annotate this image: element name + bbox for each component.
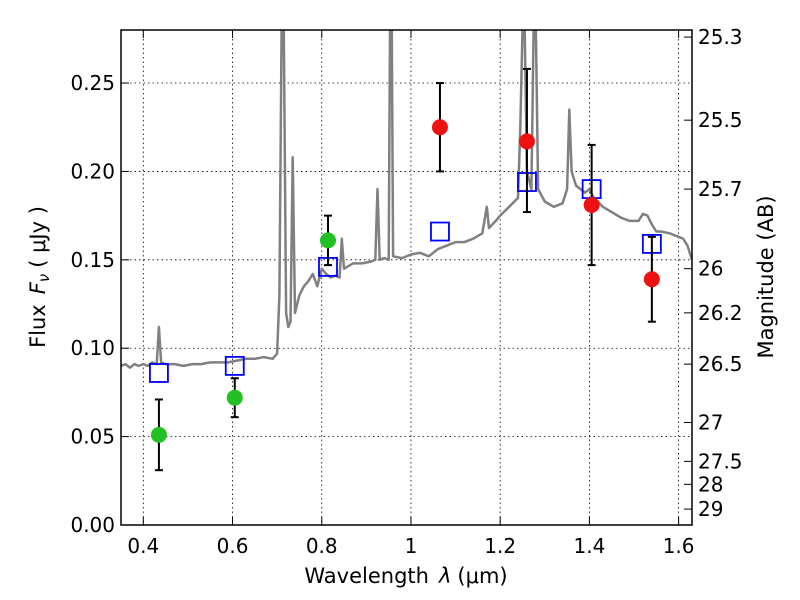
observed-nir-point xyxy=(583,197,600,214)
y2-tick-label: 25.7 xyxy=(698,177,743,201)
y2-tick-label: 29 xyxy=(698,497,723,521)
observed-optical-point xyxy=(150,426,167,443)
x-tick-label: 1.6 xyxy=(663,534,695,558)
spectrum-line xyxy=(121,30,692,369)
y2-tick-label: 26 xyxy=(698,257,723,281)
y-tick-label: 0.05 xyxy=(70,425,115,449)
x-tick-label: 0.4 xyxy=(127,534,159,558)
observed-points-series xyxy=(150,119,660,443)
grid-lines xyxy=(121,30,692,526)
x-axis-label: Wavelength λ (μm) xyxy=(304,564,507,588)
y2-tick-label: 27.5 xyxy=(698,449,743,473)
y-tick-label: 0.15 xyxy=(70,248,115,272)
observed-nir-point xyxy=(431,119,448,136)
y-tick-label: 0.10 xyxy=(70,336,115,360)
observed-optical-point xyxy=(319,232,336,249)
y2-tick-label: 26.2 xyxy=(698,301,743,325)
x-tick-label: 1.4 xyxy=(573,534,605,558)
spectrum-series xyxy=(121,30,692,369)
errorbar-group xyxy=(154,67,656,472)
y2-tick-label: 25.5 xyxy=(698,108,743,132)
model-photometry-square xyxy=(224,355,245,376)
y-tick-label: 0.00 xyxy=(70,513,115,537)
model-photometry-square xyxy=(430,221,450,242)
plot-area xyxy=(121,30,692,472)
model-photometry-square xyxy=(149,363,169,383)
x-tick-label: 1.2 xyxy=(484,534,516,558)
y-axis-label: FluxFν( μJy ) xyxy=(26,206,53,348)
y2-axis-label: Magnitude (AB) xyxy=(754,195,778,358)
x-tick-label: 1 xyxy=(405,534,418,558)
y2-tick-label: 27 xyxy=(698,410,723,434)
x-tick-labels: 0.4 0.6 0.8 1 1.2 1.4 1.6 xyxy=(127,534,694,558)
plot-frame xyxy=(120,29,693,526)
observed-nir-point xyxy=(643,271,660,288)
observed-nir-point xyxy=(518,133,535,150)
x-tick-label: 0.6 xyxy=(217,534,249,558)
y-tick-labels: 0.00 0.05 0.10 0.15 0.20 0.25 xyxy=(70,71,115,537)
y2-tick-label: 25.3 xyxy=(698,25,743,49)
y2-tick-label: 28 xyxy=(698,472,723,496)
y-tick-label: 0.25 xyxy=(70,71,115,95)
x-tick-label: 0.8 xyxy=(306,534,338,558)
y-tick-label: 0.20 xyxy=(70,159,115,183)
observed-optical-point xyxy=(226,389,243,406)
axis-ticks xyxy=(121,30,692,526)
y2-tick-label: 26.5 xyxy=(698,352,743,376)
